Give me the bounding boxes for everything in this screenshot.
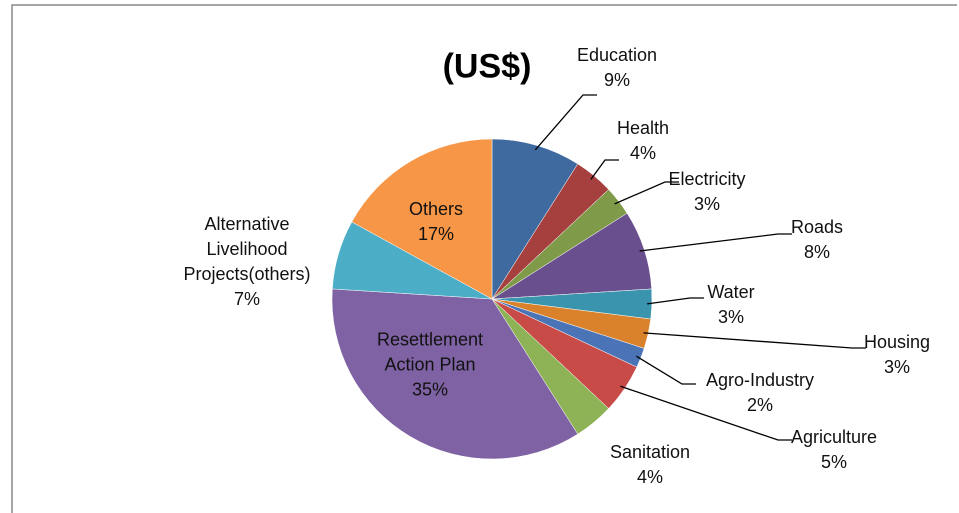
leader-line [614, 181, 679, 205]
slice-label: Housing 3% [864, 330, 930, 380]
percent-label: 35% [411, 379, 449, 400]
frame [11, 4, 957, 513]
percent-label: 3% [717, 307, 744, 327]
leader-line [620, 385, 792, 441]
category-name: Roads [790, 217, 844, 237]
category-name: Resettlement Action Plan [376, 329, 484, 375]
category-name: Housing [863, 332, 931, 352]
category-name: Agriculture [790, 427, 878, 447]
leader-line [534, 94, 597, 151]
slice-label: Electricity 3% [668, 167, 745, 217]
leader-line [590, 159, 619, 180]
leader-line [639, 233, 792, 252]
percent-label: 3% [693, 194, 721, 214]
slice-label: Agro-Industry 2% [706, 368, 814, 418]
slice-label: Water 3% [707, 280, 754, 330]
chart-title: (US$) [442, 47, 532, 86]
leader-line [643, 332, 866, 349]
percent-label: 17% [417, 224, 455, 244]
pie-slice [491, 138, 579, 300]
category-name: Electricity [668, 169, 746, 189]
leader-line [647, 297, 704, 305]
percent-label: 8% [803, 242, 830, 262]
category-name: Agro-Industry [705, 370, 815, 390]
percent-label: 3% [883, 357, 911, 377]
slice-label: Agriculture 5% [791, 425, 877, 475]
percent-label: 4% [636, 467, 663, 487]
category-name: Water [707, 282, 755, 302]
percent-label: 9% [603, 70, 630, 90]
slice-label: Resettlement Action Plan 35% [368, 328, 493, 403]
category-name: Health [616, 118, 670, 138]
slice-label: Sanitation 4% [610, 440, 690, 490]
category-name: Sanitation [609, 442, 691, 462]
category-name: Alternative Livelihood Projects(others) [183, 214, 311, 284]
percent-label: 2% [746, 395, 774, 415]
pie-slice [351, 138, 493, 300]
slice-label: Roads 8% [791, 215, 843, 265]
slice-label: Education 9% [577, 43, 657, 93]
slice-label: Health 4% [617, 116, 669, 166]
percent-label: 5% [820, 452, 848, 472]
percent-label: 7% [233, 289, 260, 309]
slice-label: Alternative Livelihood Projects(others) 7… [172, 212, 322, 312]
percent-label: 4% [629, 143, 656, 163]
category-name: Education [576, 45, 658, 65]
category-name: Others [408, 199, 464, 219]
slice-label: Others 17% [409, 197, 463, 247]
pie-slice [331, 288, 579, 460]
leader-line [635, 355, 696, 385]
